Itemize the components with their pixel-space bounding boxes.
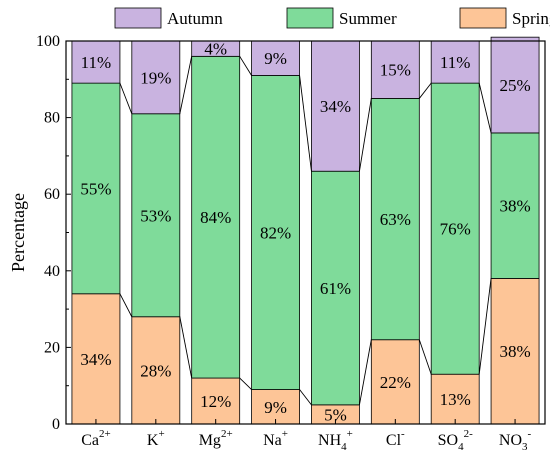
data-label-autumn-0: 11% [81, 53, 112, 72]
data-label-spring-2: 12% [200, 392, 231, 411]
category-label-7: NO3- [499, 428, 532, 453]
y-tick-label-100: 100 [36, 33, 60, 50]
data-label-spring-1: 28% [140, 361, 171, 380]
legend-label-spring: Spring [512, 9, 550, 28]
legend-swatch-autumn [114, 7, 162, 29]
bar-summer-1 [131, 113, 181, 318]
category-label-6: SO42- [438, 428, 473, 453]
connector-line-4-0 [358, 339, 372, 405]
data-label-summer-3: 82% [260, 224, 291, 243]
legend-swatch-spring [459, 7, 507, 29]
y-axis: 0 20 40 60 80 100 [36, 33, 71, 433]
legend-swatch-summer [286, 7, 334, 29]
bar-autumn-1 [131, 40, 181, 115]
bar-autumn-7 [490, 36, 540, 134]
connector-line-6-0 [478, 278, 492, 375]
data-label-summer-1: 53% [140, 206, 171, 225]
data-label-spring-4: 5% [324, 405, 347, 424]
y-tick-label-60: 60 [44, 186, 60, 203]
category-label-0: Ca2+ [81, 428, 111, 449]
bar-summer-0 [71, 82, 121, 295]
y-tick-label-80: 80 [44, 110, 60, 127]
data-label-spring-0: 34% [80, 350, 111, 369]
bar-summer-3 [251, 75, 300, 390]
category-label-2: Mg2+ [199, 428, 233, 449]
data-label-summer-5: 63% [380, 210, 411, 229]
data-label-autumn-7: 25% [499, 76, 530, 95]
connector-line-1-0 [179, 316, 193, 379]
bar-summer-2 [191, 55, 241, 379]
connector-line-0-0 [119, 293, 133, 317]
connector-line-5-1 [418, 82, 432, 99]
bar-autumn-4 [311, 40, 360, 172]
bar-spring-1 [131, 316, 181, 425]
data-label-autumn-3: 9% [264, 49, 287, 68]
bar-spring-7 [490, 278, 540, 425]
connector-line-6-1 [478, 83, 492, 134]
data-label-summer-4: 61% [320, 279, 351, 298]
bar-autumn-6 [430, 40, 480, 84]
data-label-autumn-5: 15% [380, 61, 411, 80]
bar-spring-5 [370, 339, 420, 425]
y-tick-label-40: 40 [44, 263, 60, 280]
data-label-spring-7: 38% [499, 342, 530, 361]
legend: Autumn Summer Spring [114, 7, 550, 29]
bar-summer-7 [490, 132, 540, 279]
legend-label-autumn: Autumn [167, 9, 223, 28]
bar-autumn-5 [370, 40, 420, 99]
connector-line-3-1 [299, 75, 312, 172]
x-axis: Ca2+ K+ Mg2+ Na+ NH4+ Cl- SO42- NO3- [81, 419, 532, 453]
bars-layer [71, 36, 540, 425]
connector-lines [119, 56, 492, 406]
y-axis-title: Percentage [8, 193, 28, 272]
data-label-spring-6: 13% [440, 390, 471, 409]
data-label-spring-5: 22% [380, 373, 411, 392]
data-label-summer-0: 55% [80, 179, 111, 198]
connector-line-0-1 [119, 82, 133, 114]
category-label-3: Na+ [263, 428, 288, 449]
connector-line-4-1 [358, 98, 372, 172]
bar-autumn-3 [251, 40, 300, 76]
category-label-4: NH4+ [318, 428, 353, 453]
bar-spring-6 [430, 373, 480, 425]
data-label-summer-7: 38% [499, 197, 530, 216]
data-label-summer-6: 76% [440, 220, 471, 239]
y-tick-label-0: 0 [52, 416, 60, 433]
legend-label-summer: Summer [339, 9, 397, 28]
data-label-autumn-1: 19% [140, 68, 171, 87]
connector-line-2-1 [239, 56, 252, 76]
bar-summer-5 [370, 98, 420, 341]
bar-summer-4 [311, 170, 360, 406]
y-tick-label-20: 20 [44, 339, 60, 356]
category-label-1: K+ [147, 428, 165, 449]
bar-spring-3 [251, 389, 300, 425]
data-label-autumn-4: 34% [320, 97, 351, 116]
bar-spring-0 [71, 293, 121, 425]
data-label-spring-3: 9% [264, 398, 287, 417]
segment-labels: 34% 55% 11% 28% 53% 19% 12% 84% 4% 9% 82% 9% 5% 61% 34… [80, 40, 530, 425]
data-label-autumn-2: 4% [204, 40, 227, 59]
connector-line-3-0 [299, 389, 312, 406]
connector-line-2-0 [239, 377, 252, 390]
connector-line-1-1 [179, 56, 193, 114]
data-label-summer-2: 84% [200, 208, 231, 227]
connector-line-5-0 [418, 339, 432, 375]
data-label-autumn-6: 11% [440, 53, 471, 72]
category-label-5: Cl- [386, 428, 405, 449]
